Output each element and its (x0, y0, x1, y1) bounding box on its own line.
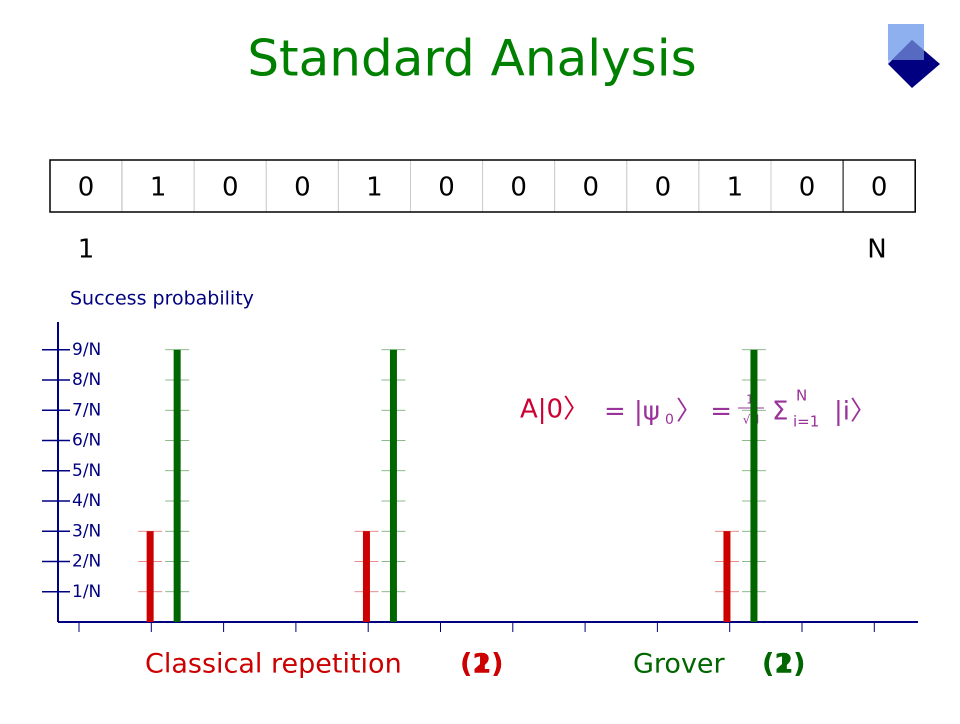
formula: A|0〉 = |ψ 0 〉 = 1 √N Σ N i=1 |i〉 (520, 387, 876, 431)
step-label: (2) (460, 649, 503, 680)
index-label: N (867, 235, 886, 265)
bit-cell (337, 159, 411, 213)
series-label: Grover (633, 649, 726, 680)
step-label: (1) (762, 649, 805, 680)
y-tick-label: 9/N (72, 340, 101, 360)
formula-part: 〉 = (676, 397, 732, 427)
formula-part: = |ψ (604, 397, 660, 427)
bit: 0 (222, 173, 239, 203)
bit: 0 (294, 173, 311, 203)
formula-part: N (796, 387, 807, 405)
bit: 0 (799, 173, 816, 203)
formula-part: 1 (746, 393, 754, 407)
title: Standard Analysis (247, 30, 696, 88)
y-axis-label: Success probability (70, 288, 254, 310)
y-tick-label: 1/N (72, 582, 101, 602)
y-tick-label: 2/N (72, 552, 101, 572)
index-label: 1 (78, 235, 95, 265)
series-label: Classical repetition (145, 649, 402, 680)
bit: 0 (510, 173, 527, 203)
bar (723, 531, 731, 622)
bit: 0 (438, 173, 455, 203)
bit: 0 (871, 173, 888, 203)
bit: 1 (150, 173, 167, 203)
formula-part: 0 (665, 412, 674, 428)
bit-row-border (49, 159, 916, 213)
bar (750, 349, 758, 622)
step-label: (1) (460, 649, 503, 680)
bar (362, 531, 370, 622)
bit-cell (698, 159, 772, 213)
bit: 1 (727, 173, 744, 203)
y-tick-label: 4/N (72, 491, 101, 511)
bar (146, 531, 154, 622)
bit: 0 (78, 173, 95, 203)
y-tick-label: 5/N (72, 461, 101, 481)
y-tick-label: 7/N (72, 400, 101, 420)
formula-part: A|0〉 (520, 395, 589, 425)
bit-cell (554, 159, 628, 213)
bit-cell (770, 159, 844, 213)
y-tick-label: 6/N (72, 431, 101, 451)
bit: 0 (582, 173, 599, 203)
formula-part: Σ (772, 397, 788, 427)
y-tick-label: 8/N (72, 370, 101, 390)
logo (888, 24, 940, 88)
bit-cell (265, 159, 339, 213)
bit: 0 (655, 173, 672, 203)
y-tick-label: 3/N (72, 521, 101, 541)
bar (389, 349, 397, 622)
formula-part: |i〉 (834, 397, 876, 427)
formula-part: i=1 (793, 413, 819, 431)
step-label: (2) (762, 649, 805, 680)
bit: 1 (366, 173, 383, 203)
bit-cell (193, 159, 267, 213)
bar (173, 349, 181, 622)
